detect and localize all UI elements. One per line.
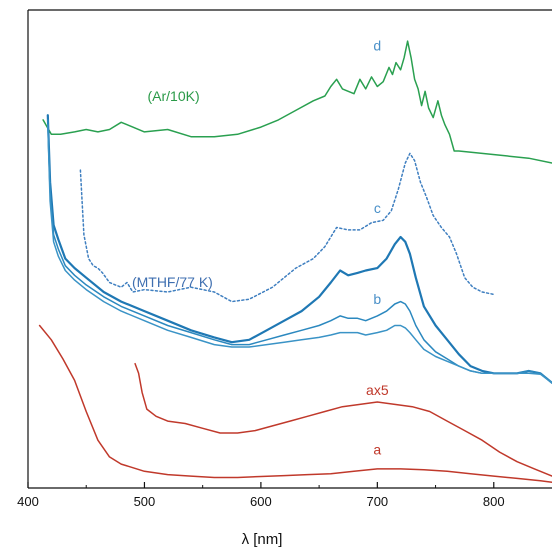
annotation-label: b bbox=[373, 291, 381, 307]
annotation-label: d bbox=[373, 38, 381, 54]
series-a-line bbox=[38, 324, 552, 484]
annotation-label: ax5 bbox=[366, 382, 389, 398]
series-layer bbox=[38, 40, 552, 484]
x-axis: 400 500 600 700 800 bbox=[17, 482, 505, 509]
annotation-label: a bbox=[373, 442, 381, 458]
series-ax5-line bbox=[134, 362, 552, 477]
series-d-line bbox=[42, 40, 552, 164]
series-c-line bbox=[79, 152, 495, 303]
series-b-low-line bbox=[47, 123, 552, 384]
x-tick-label: 800 bbox=[483, 494, 505, 509]
x-axis-label: λ [nm] bbox=[242, 531, 283, 548]
x-tick-label: 700 bbox=[366, 494, 388, 509]
series-b-line bbox=[46, 114, 552, 384]
x-tick-label: 400 bbox=[17, 494, 39, 509]
x-tick-label: 600 bbox=[250, 494, 272, 509]
x-tick-label: 500 bbox=[134, 494, 156, 509]
annotation-layer: d (Ar/10K) c (MTHF/77 K) b ax5 a bbox=[132, 38, 389, 458]
annotation-label: (MTHF/77 K) bbox=[132, 274, 213, 290]
annotation-label: c bbox=[374, 200, 381, 216]
annotation-label: (Ar/10K) bbox=[147, 88, 199, 104]
plot-frame bbox=[27, 9, 552, 489]
series-b-mid-line bbox=[47, 119, 552, 384]
